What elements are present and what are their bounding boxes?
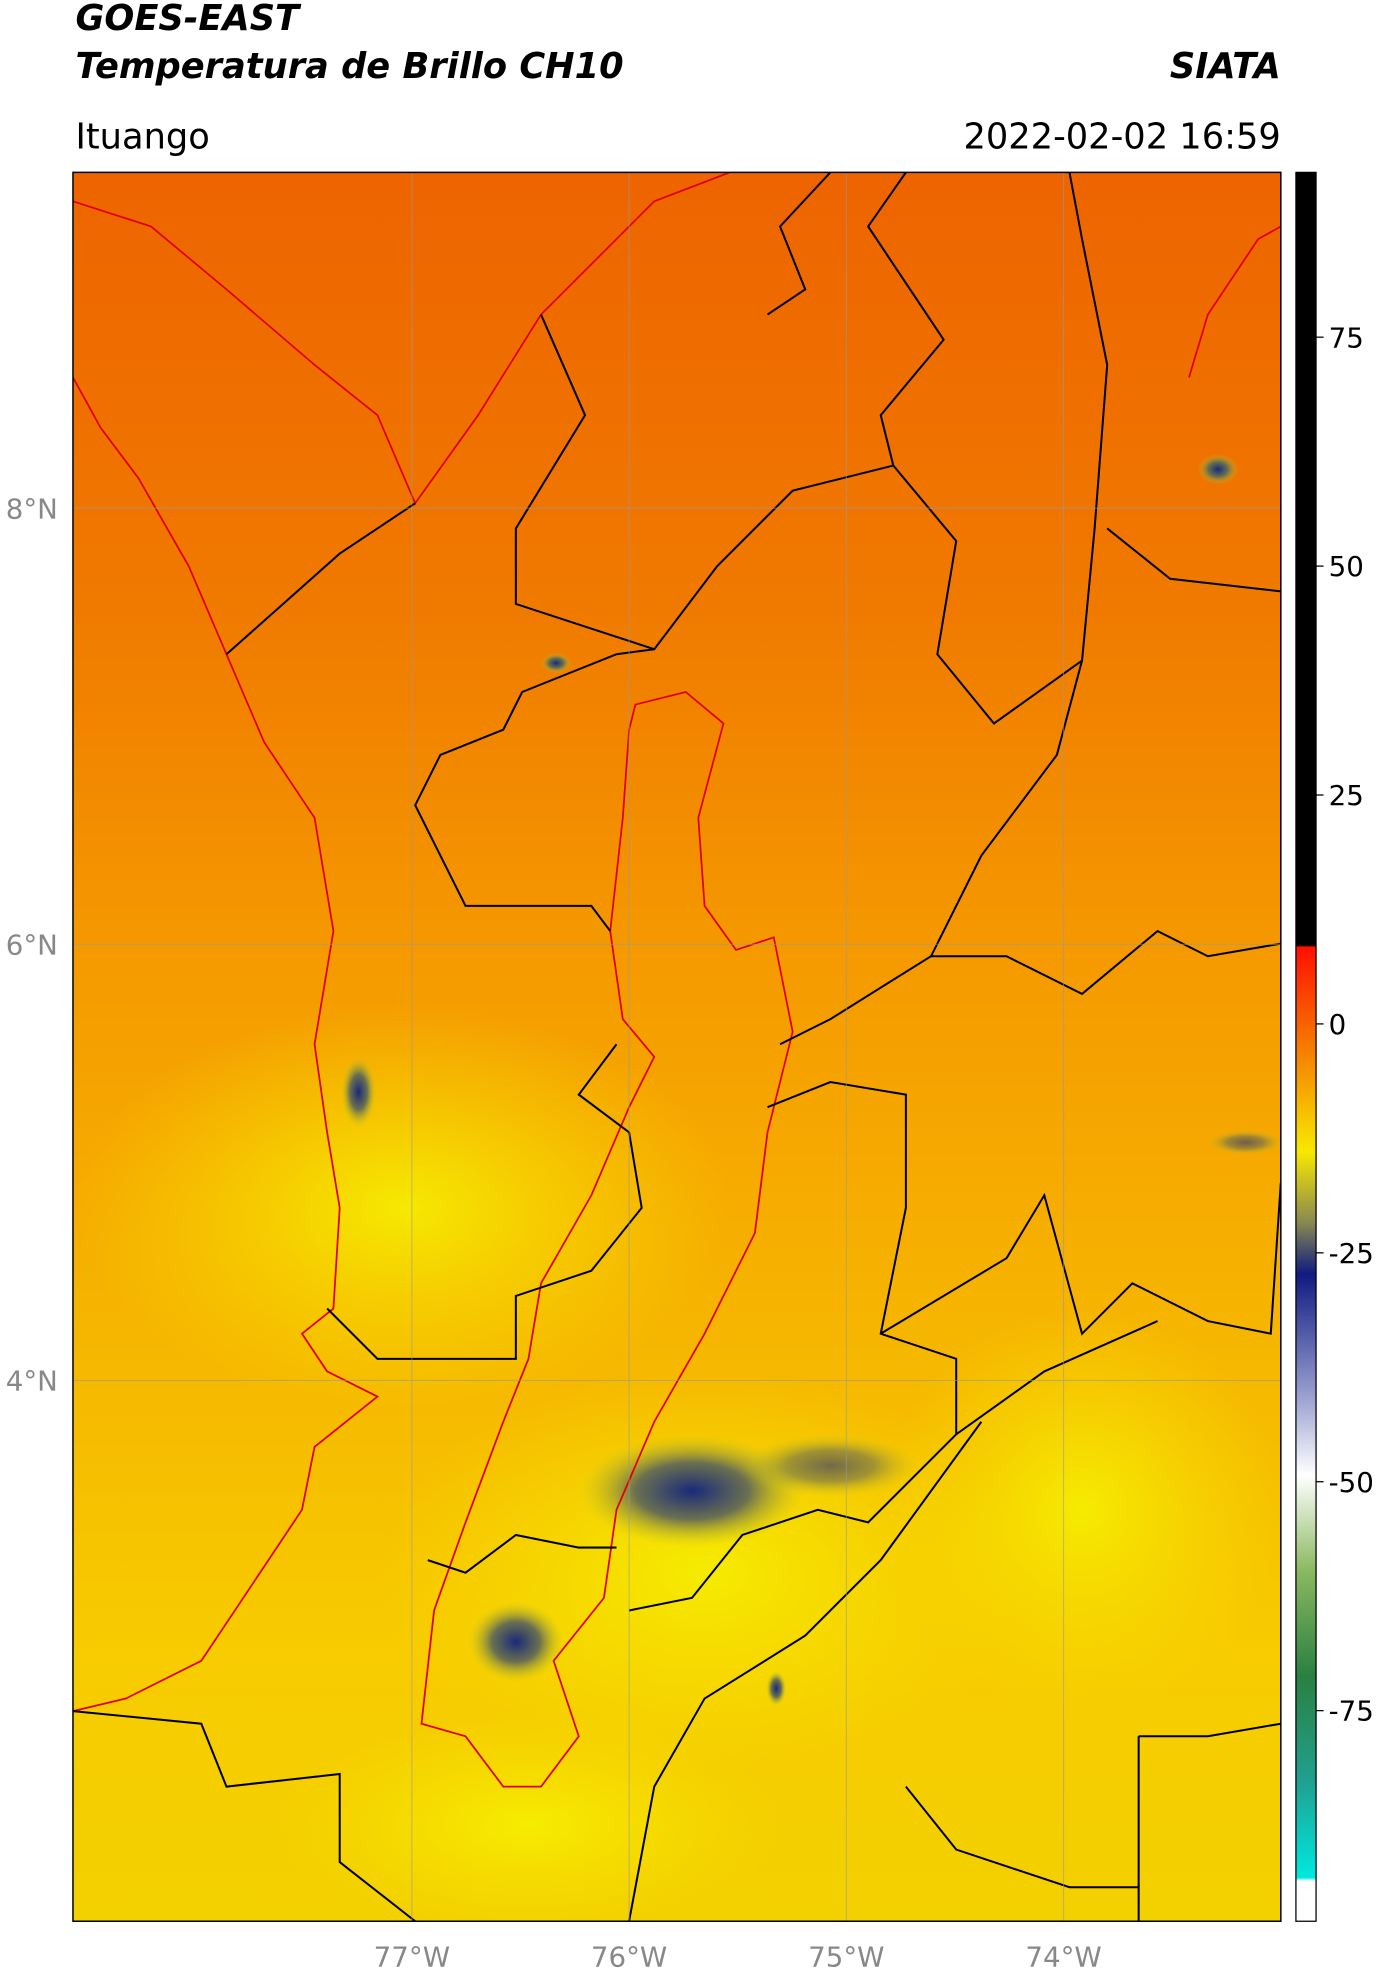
location: Ituango xyxy=(75,116,209,157)
y-tick-label: 4°N xyxy=(6,1365,58,1398)
x-tick-label: 77°W xyxy=(374,1941,450,1974)
map-frame xyxy=(72,171,1282,1922)
admin-boundaries xyxy=(72,172,1281,1922)
x-tick-label: 75°W xyxy=(808,1941,884,1974)
cloud xyxy=(742,1434,919,1498)
colorbar xyxy=(1295,171,1317,1922)
y-tick-label: 8°N xyxy=(6,492,58,525)
cloud xyxy=(1207,1129,1281,1156)
colorbar-tick-label: 25 xyxy=(1329,779,1364,812)
warm-region xyxy=(75,1006,730,1410)
colorbar-tick-label: -50 xyxy=(1329,1466,1374,1499)
cloud xyxy=(1197,454,1239,485)
x-tick-label: 74°W xyxy=(1025,1941,1101,1974)
warm-region xyxy=(880,1308,1281,1712)
colorbar-tick-label: 0 xyxy=(1329,1008,1347,1041)
source: SIATA xyxy=(1170,46,1281,87)
colorbar-tick-label: 50 xyxy=(1329,550,1364,583)
coastline xyxy=(72,172,1281,1788)
cloud xyxy=(340,1056,377,1128)
x-tick-label: 76°W xyxy=(591,1941,667,1974)
warm-region xyxy=(276,1711,780,1922)
cloud xyxy=(468,1601,564,1683)
colorbar-tick-label: -75 xyxy=(1329,1695,1374,1728)
cloud xyxy=(541,652,572,674)
map-area xyxy=(72,172,1281,1922)
subtitle: Temperatura de Brillo CH10 xyxy=(75,46,623,87)
cloud xyxy=(766,1670,787,1707)
title: GOES-EAST xyxy=(75,0,302,39)
datetime: 2022-02-02 16:59 xyxy=(963,116,1280,157)
graticule xyxy=(72,172,1281,1922)
colorbar-tick-label: 75 xyxy=(1329,321,1364,354)
colorbar-tick-label: -25 xyxy=(1329,1237,1374,1270)
y-tick-label: 6°N xyxy=(6,928,58,961)
